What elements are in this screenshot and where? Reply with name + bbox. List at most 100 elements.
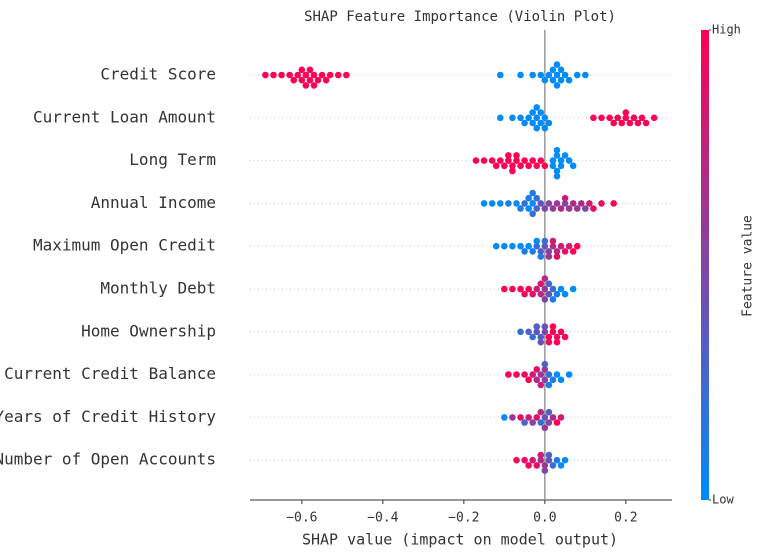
shap-point <box>529 419 536 426</box>
shap-point <box>533 194 541 202</box>
shap-point <box>549 376 557 384</box>
shap-point <box>306 76 314 84</box>
shap-point <box>541 467 549 474</box>
shap-point <box>553 172 561 180</box>
shap-point <box>343 71 350 79</box>
shap-point <box>472 157 480 164</box>
shap-point <box>322 76 330 84</box>
feature-label: Monthly Debt <box>100 279 216 298</box>
shap-point <box>286 71 293 79</box>
shap-point <box>537 451 545 459</box>
shap-point <box>553 371 561 378</box>
shap-point <box>533 237 541 245</box>
shap-point <box>480 157 488 164</box>
shap-point <box>501 242 508 250</box>
shap-point <box>517 242 524 250</box>
feature-label: Maximum Open Credit <box>33 236 216 255</box>
shap-point <box>501 414 508 421</box>
shap-point <box>496 71 504 79</box>
shap-point <box>529 200 536 207</box>
shap-point <box>314 76 322 84</box>
shap-point <box>545 71 553 79</box>
shap-point <box>513 157 520 164</box>
shap-point <box>553 290 561 298</box>
shap-point <box>545 338 553 346</box>
shap-point <box>549 237 557 245</box>
shap-point <box>618 119 626 127</box>
shap-point <box>529 333 536 341</box>
shap-point <box>509 162 516 170</box>
shap-point <box>606 114 613 122</box>
shap-point <box>488 200 496 207</box>
shap-point <box>529 189 536 197</box>
x-axis-label: SHAP value (impact on model output) <box>302 531 618 549</box>
shap-point <box>496 157 504 164</box>
shap-point <box>541 242 549 250</box>
shap-point <box>561 248 569 255</box>
shap-point <box>521 200 528 207</box>
shap-point <box>549 414 557 421</box>
x-tick-label: 0.2 <box>614 511 637 526</box>
shap-point <box>525 462 532 469</box>
shap-point <box>622 109 630 116</box>
shap-point <box>553 253 561 260</box>
shap-point <box>545 371 553 378</box>
shap-point <box>537 333 545 341</box>
shap-point <box>541 285 549 293</box>
shap-point <box>533 162 541 170</box>
shap-point <box>517 328 524 336</box>
colorbar-tick-label: Low <box>712 493 734 507</box>
shap-point <box>521 456 528 464</box>
shap-point <box>537 71 545 79</box>
shap-point <box>586 200 593 207</box>
shap-point <box>582 71 589 79</box>
shap-point <box>525 285 532 293</box>
shap-point <box>541 296 549 303</box>
shap-point <box>334 71 342 79</box>
shap-point <box>537 248 545 255</box>
shap-point <box>525 376 532 384</box>
shap-point <box>573 205 581 212</box>
shap-point <box>553 61 561 68</box>
shap-point <box>549 66 557 74</box>
shap-point <box>557 76 565 84</box>
shap-point <box>549 323 557 330</box>
shap-point <box>553 146 561 154</box>
shap-point <box>509 285 516 293</box>
shap-point <box>509 114 516 122</box>
shap-point <box>549 162 557 170</box>
shap-point <box>569 200 577 207</box>
shap-point <box>549 242 557 250</box>
shap-point <box>537 408 545 416</box>
shap-point <box>529 290 536 298</box>
shap-point <box>557 205 565 212</box>
shap-point <box>565 371 573 378</box>
shap-point <box>270 71 277 79</box>
x-tick-label: 0.0 <box>533 511 556 526</box>
shap-point <box>326 71 334 79</box>
colorbar-tick-label: High <box>712 23 741 37</box>
colorbar-label: Feature value <box>741 215 756 317</box>
shap-point <box>533 104 541 111</box>
shap-point <box>537 157 545 164</box>
shap-point <box>590 205 597 212</box>
shap-point <box>565 157 573 164</box>
shap-point <box>557 462 565 469</box>
shap-point <box>549 205 557 212</box>
shap-point <box>298 66 306 74</box>
shap-point <box>480 200 488 207</box>
shap-point <box>509 414 516 421</box>
shap-point <box>521 290 528 298</box>
shap-point <box>537 119 545 127</box>
shap-point <box>577 200 585 207</box>
shap-point <box>521 157 528 164</box>
shap-point <box>557 285 565 293</box>
shap-point <box>650 114 658 122</box>
shap-point <box>492 162 500 170</box>
feature-label: Credit Score <box>100 65 216 84</box>
shap-point <box>630 114 638 122</box>
shap-point <box>545 381 553 389</box>
shap-point <box>553 71 561 79</box>
shap-point <box>549 76 557 84</box>
